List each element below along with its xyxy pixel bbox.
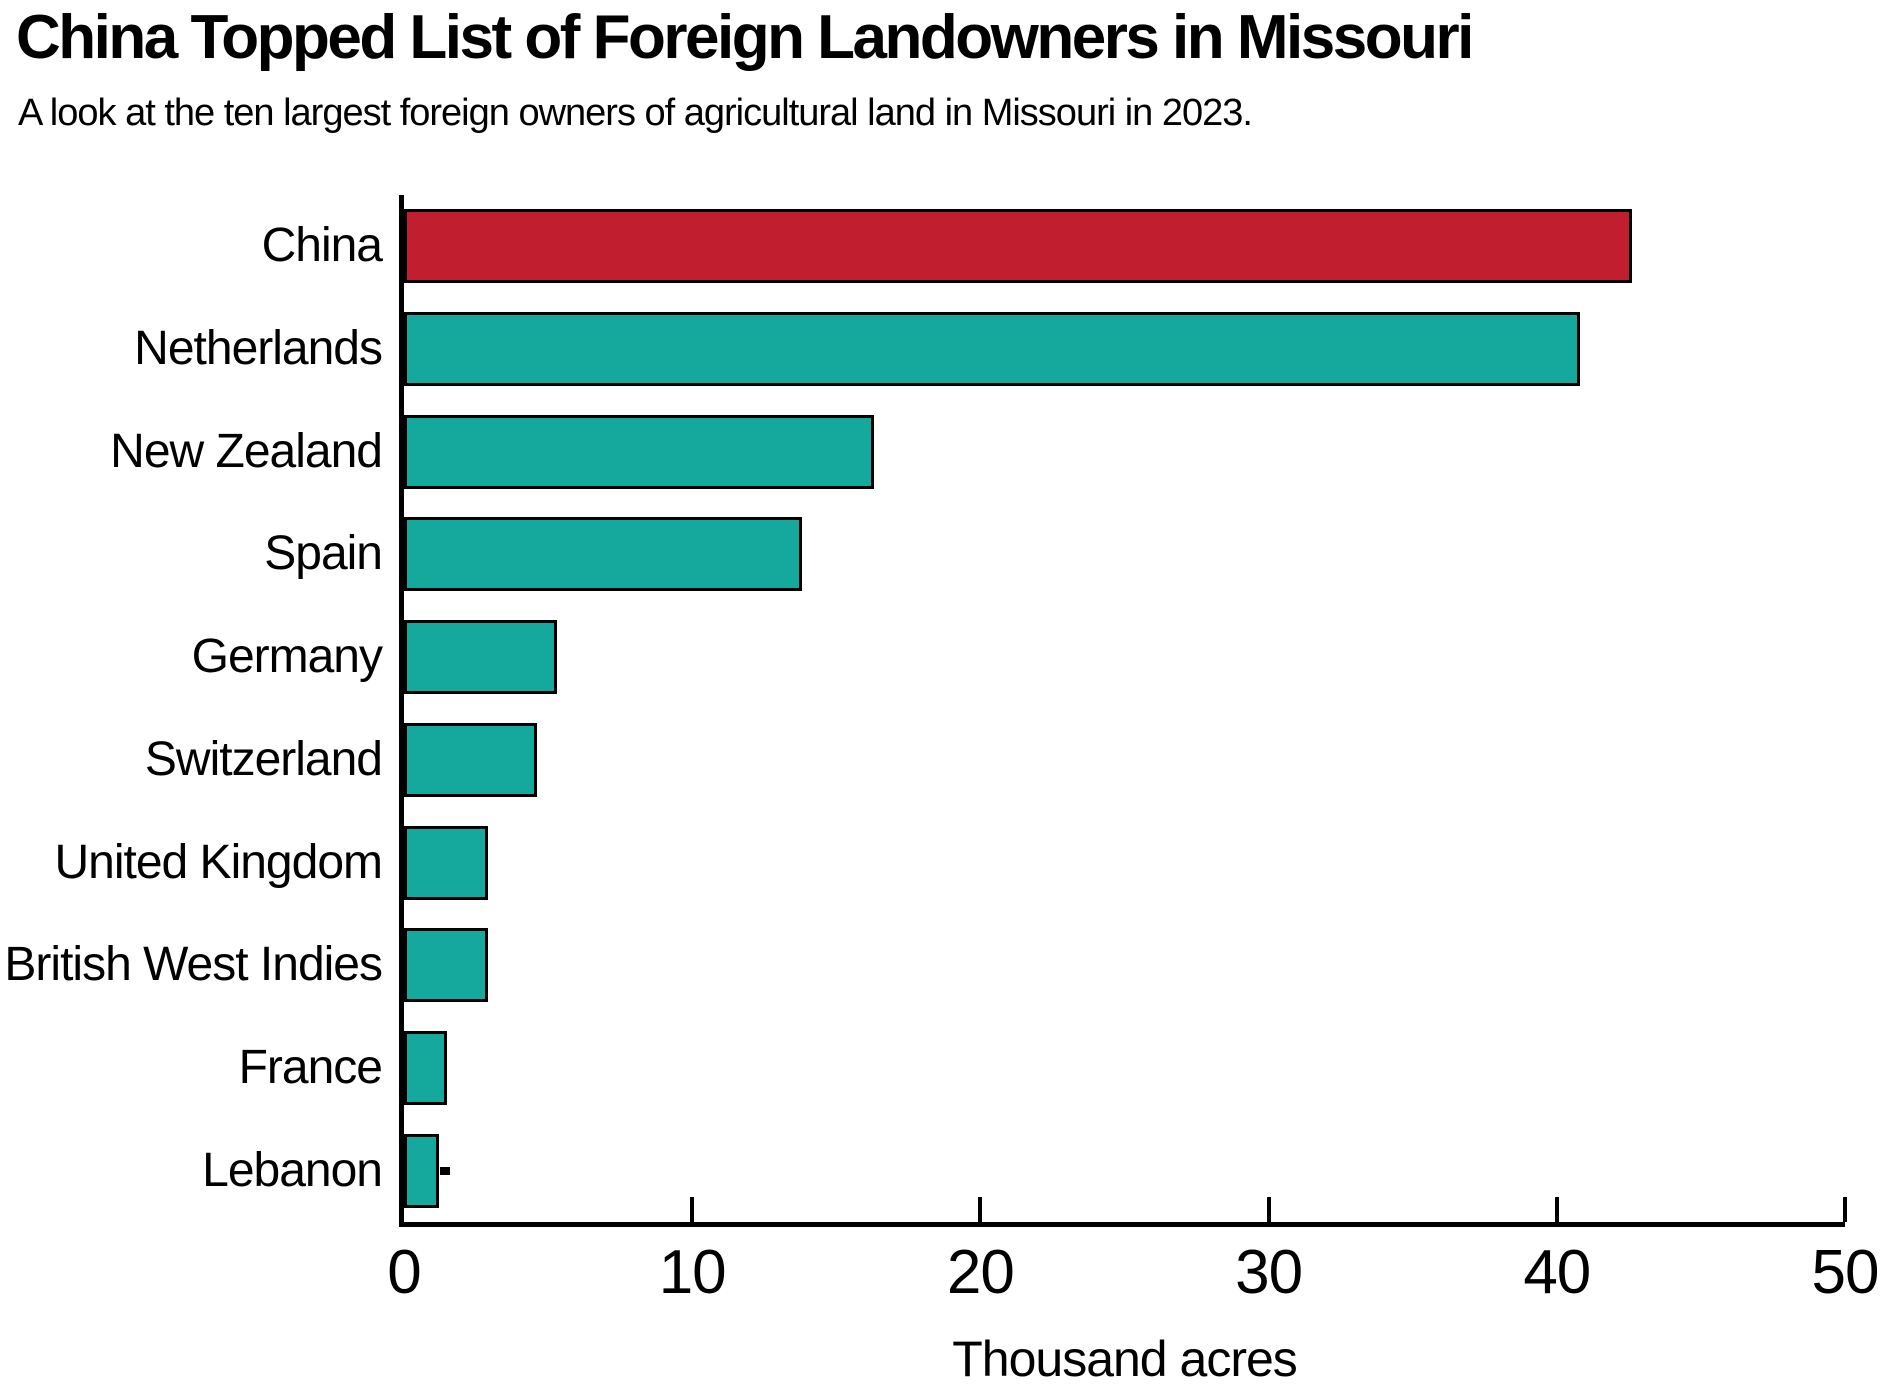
chart-row-british-west-indies: British West Indies [4, 914, 1845, 1017]
bar-new-zealand [404, 414, 874, 489]
x-tick-label-20: 20 [946, 1238, 1015, 1307]
chart-row-china: China [262, 195, 1845, 298]
bar-track-united-kingdom [404, 825, 1845, 900]
bar-track-france [404, 1030, 1845, 1105]
x-tick-label-0: 0 [387, 1238, 421, 1307]
chart-row-spain: Spain [264, 503, 1845, 606]
bar-track-british-west-indies [404, 928, 1845, 1003]
x-axis-label: Thousand acres [952, 1331, 1298, 1387]
chart-row-new-zealand: New Zealand [110, 400, 1845, 503]
category-label-germany: Germany [191, 630, 383, 684]
bar-france [404, 1030, 448, 1105]
chart-title: China Topped List of Foreign Landowners … [16, 3, 1474, 72]
category-label-united-kingdom: United Kingdom [54, 835, 383, 889]
x-tick-mark-20 [978, 1197, 983, 1222]
category-label-lebanon: Lebanon [202, 1143, 383, 1197]
bar-british-west-indies [404, 928, 488, 1003]
bar-united-kingdom [404, 825, 488, 900]
bar-track-new-zealand [404, 414, 1845, 489]
bar-china [404, 209, 1632, 284]
x-tick-mark-40 [1554, 1197, 1559, 1222]
chart-row-lebanon: Lebanon [202, 1119, 1845, 1222]
chart-row-france: France [239, 1017, 1845, 1120]
category-label-spain: Spain [264, 527, 383, 581]
bar-track-germany [404, 620, 1845, 695]
plot-area: China Netherlands New Zealand Spain Germany S… [4, 195, 1879, 1384]
bar-track-netherlands [404, 312, 1845, 387]
category-label-british-west-indies: British West Indies [4, 938, 383, 992]
bar-track-lebanon [404, 1133, 1845, 1208]
bar-track-china [404, 209, 1845, 284]
chart-row-united-kingdom: United Kingdom [54, 811, 1845, 914]
bar-track-spain [404, 517, 1845, 592]
category-label-switzerland: Switzerland [144, 732, 383, 786]
x-tick-label-40: 40 [1523, 1238, 1591, 1307]
bar-end-marker [439, 1166, 450, 1175]
chart-row-germany: Germany [192, 606, 1845, 709]
bar-netherlands [404, 312, 1580, 387]
x-tick-mark-10 [690, 1197, 695, 1222]
bar-track-switzerland [404, 722, 1845, 797]
category-label-new-zealand: New Zealand [110, 424, 383, 478]
chart-row-netherlands: Netherlands [134, 298, 1845, 401]
category-label-netherlands: Netherlands [134, 322, 383, 376]
x-tick-label-30: 30 [1235, 1238, 1303, 1307]
chart-row-switzerland: Switzerland [145, 709, 1845, 812]
x-tick-label-50: 50 [1811, 1238, 1880, 1307]
chart-subtitle: A look at the ten largest foreign owners… [18, 92, 1253, 134]
bar-spain [404, 517, 802, 592]
category-label-china: China [261, 219, 383, 273]
bar-rows: China Netherlands New Zealand Spain Germany S… [4, 195, 1845, 1222]
x-tick-mark-50 [1843, 1197, 1847, 1222]
bar-lebanon [404, 1133, 439, 1208]
x-tick-mark-30 [1266, 1197, 1271, 1222]
x-tick-label-10: 10 [658, 1238, 727, 1307]
bar-germany [404, 620, 557, 695]
bar-switzerland [404, 722, 537, 797]
category-label-france: France [238, 1040, 383, 1094]
